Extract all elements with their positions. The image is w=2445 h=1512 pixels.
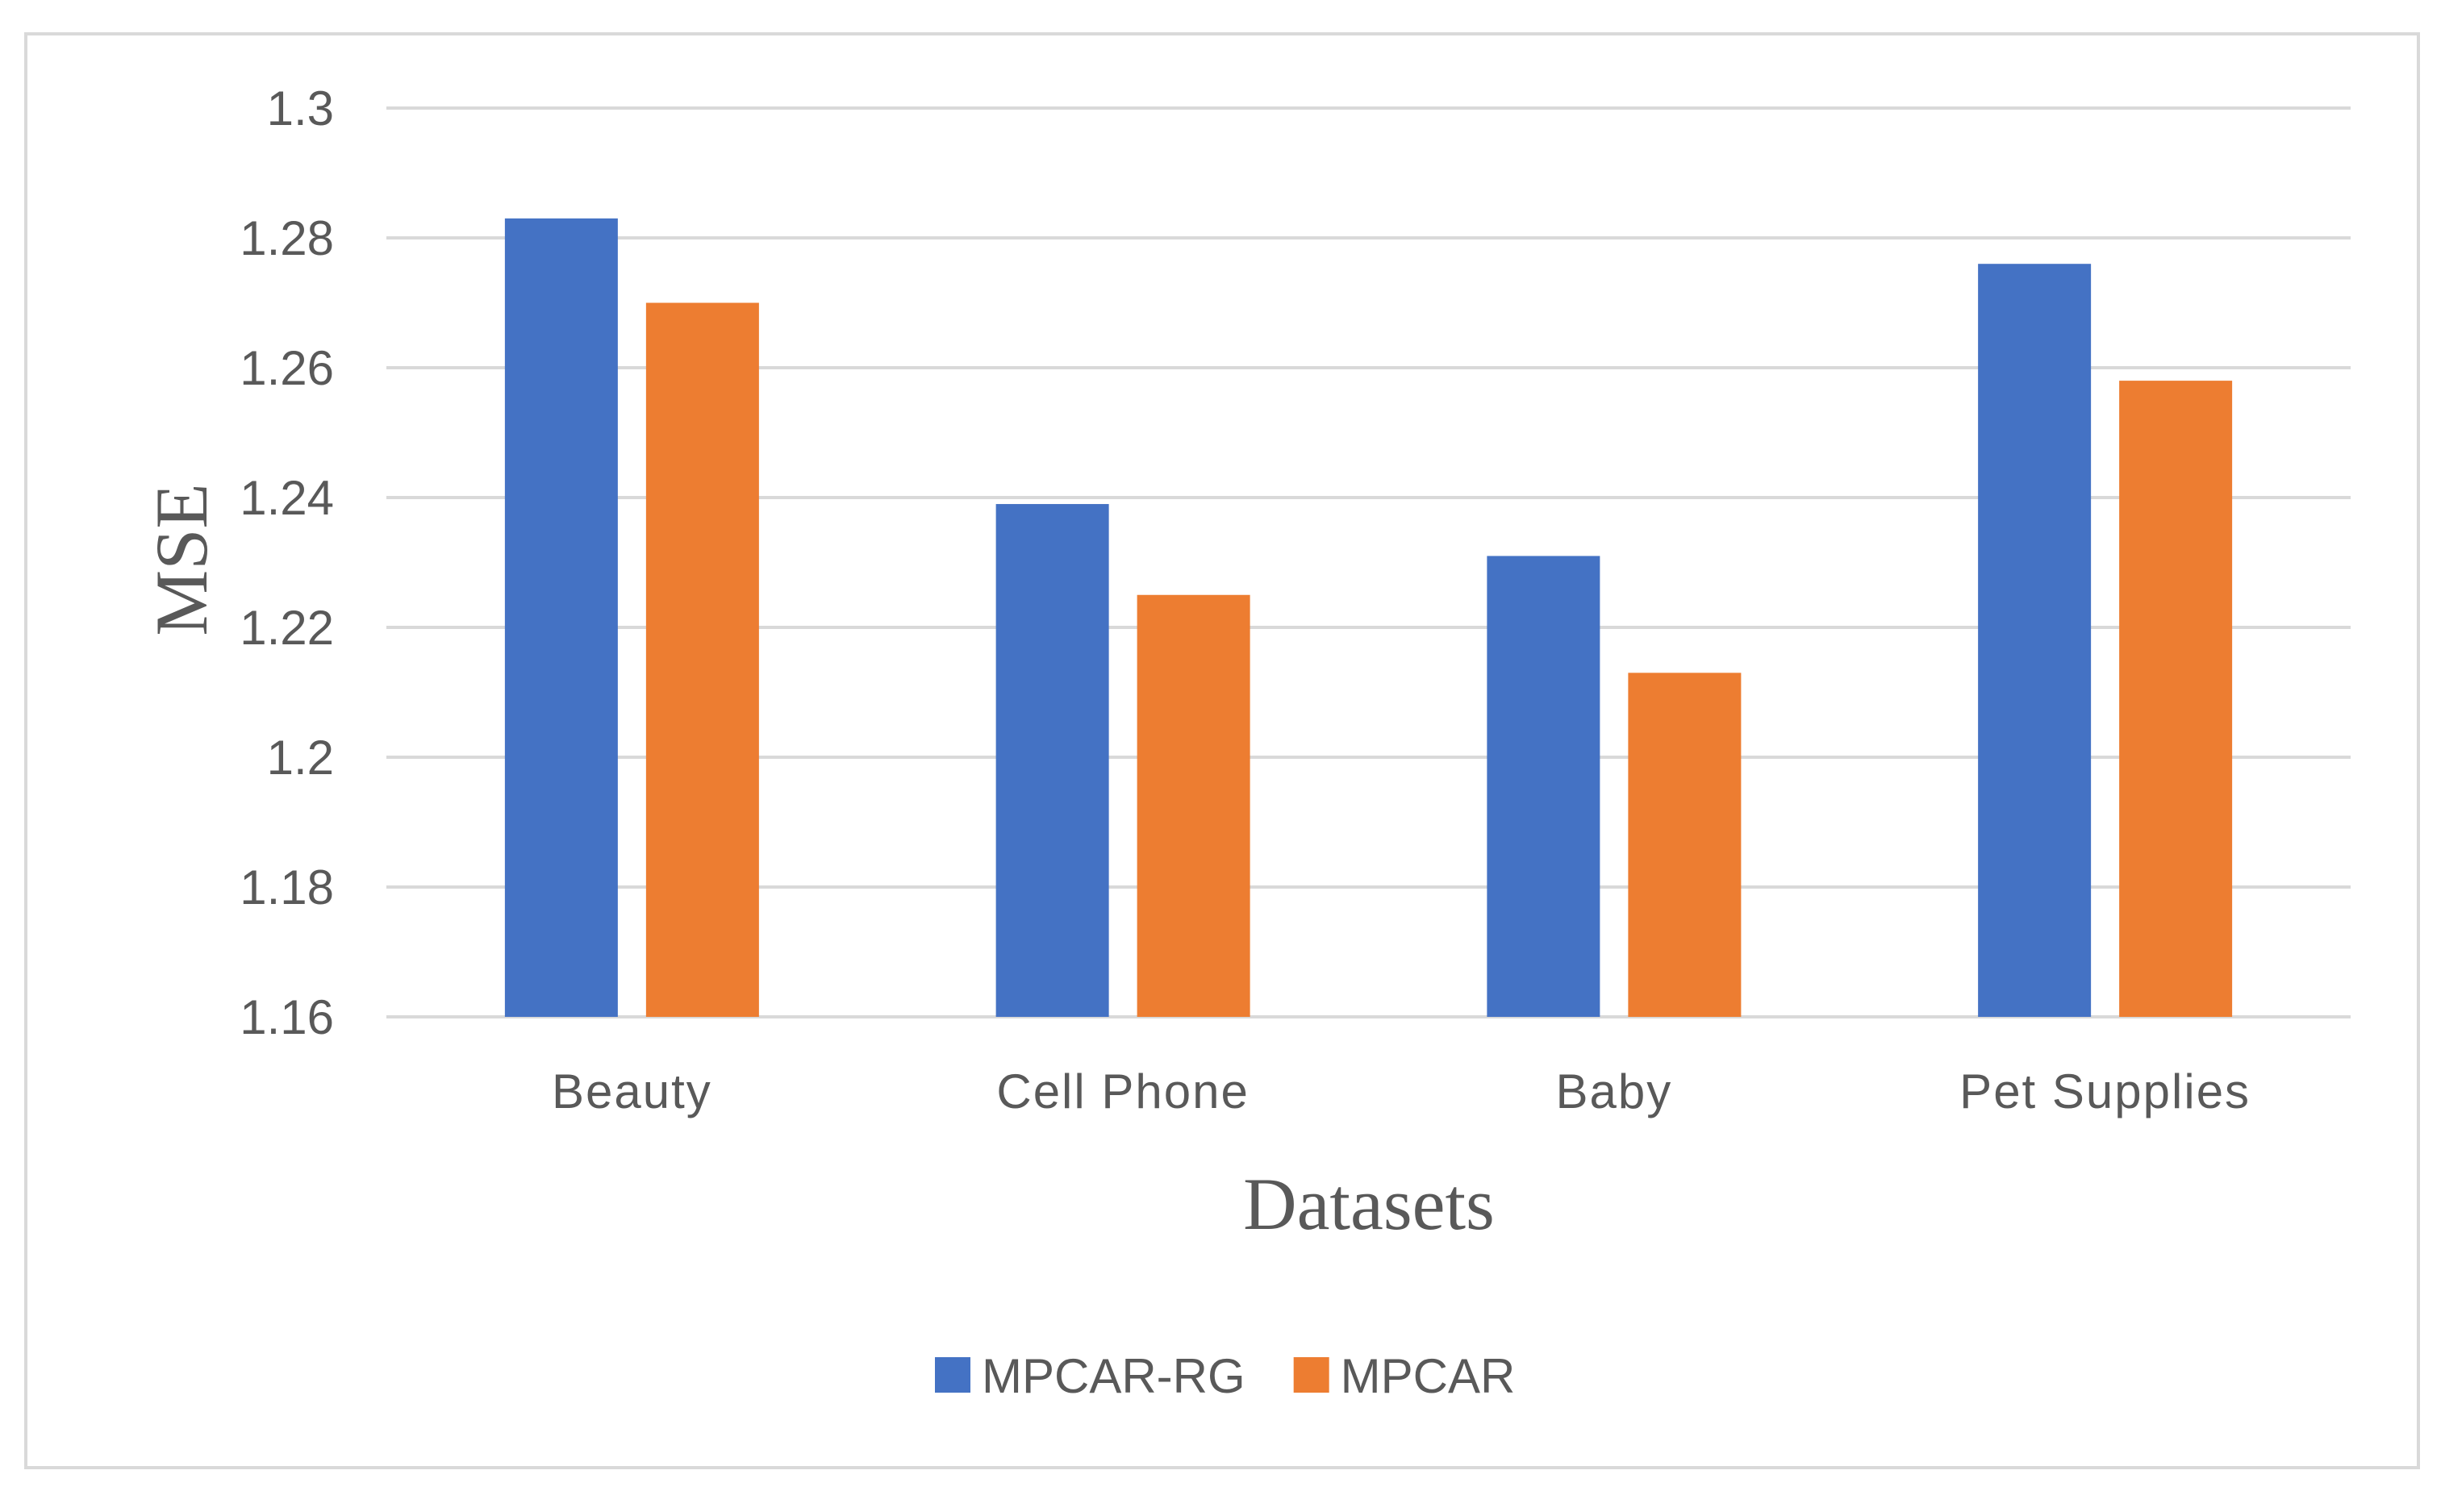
bars xyxy=(504,218,2233,1018)
y-tick-label: 1.22 xyxy=(240,601,334,655)
bar-mpcar xyxy=(645,302,759,1017)
legend: MPCAR-RG MPCAR xyxy=(935,1349,1515,1403)
y-tick-label: 1.16 xyxy=(240,990,334,1044)
y-tick-label: 1.2 xyxy=(267,731,334,785)
bar-mpcar-rg xyxy=(1487,556,1600,1017)
x-category-label: Beauty xyxy=(552,1064,712,1118)
y-tick-label: 1.26 xyxy=(240,341,334,395)
x-axis-title: Datasets xyxy=(1243,1163,1495,1245)
bar-mpcar-rg xyxy=(504,218,618,1018)
legend-label: MPCAR-RG xyxy=(982,1349,1245,1403)
y-axis-ticks: 1.16 1.18 1.2 1.22 1.24 1.26 1.28 1.3 xyxy=(240,81,334,1044)
x-category-label: Baby xyxy=(1555,1064,1672,1118)
x-category-label: Pet Supplies xyxy=(1959,1064,2251,1118)
y-tick-label: 1.28 xyxy=(240,211,334,265)
x-category-label: Cell Phone xyxy=(996,1064,1250,1118)
chart-frame: 1.16 1.18 1.2 1.22 1.24 1.26 1.28 1.3 Beauty Cel… xyxy=(24,32,2420,1469)
y-tick-label: 1.3 xyxy=(267,81,334,135)
bar-mpcar xyxy=(1628,673,1742,1017)
y-tick-label: 1.18 xyxy=(240,860,334,914)
bar-mpcar-rg xyxy=(1978,264,2092,1017)
mse-bar-chart: 1.16 1.18 1.2 1.22 1.24 1.26 1.28 1.3 Beauty Cel… xyxy=(140,81,2351,1403)
bar-mpcar xyxy=(1137,594,1250,1017)
bar-mpcar xyxy=(2119,381,2233,1018)
legend-label: MPCAR xyxy=(1341,1349,1516,1403)
y-tick-label: 1.24 xyxy=(240,471,334,525)
bar-mpcar-rg xyxy=(995,504,1109,1017)
legend-swatch xyxy=(1293,1357,1329,1393)
legend-swatch xyxy=(935,1357,970,1393)
y-axis-title: MSE xyxy=(140,483,223,635)
x-axis-categories: Beauty Cell Phone Baby Pet Supplies xyxy=(552,1064,2251,1118)
